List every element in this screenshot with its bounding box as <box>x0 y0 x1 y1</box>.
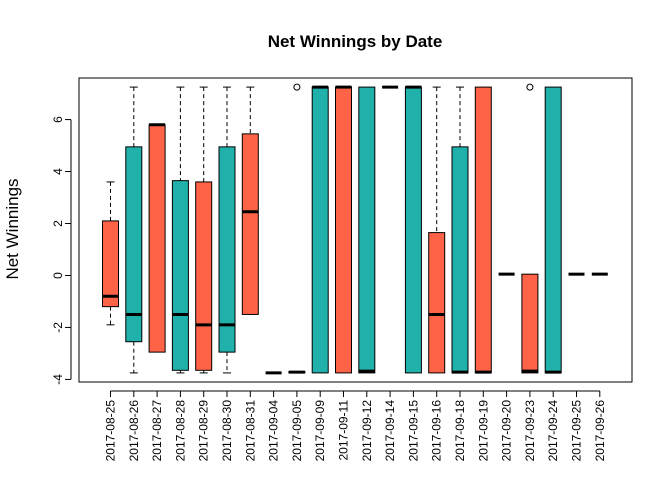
x-tick-label: 2017-09-11 <box>337 400 351 461</box>
y-tick-label: 4 <box>51 168 65 175</box>
box-body <box>544 86 562 374</box>
x-tick-label: 2017-08-26 <box>127 400 141 462</box>
box-group <box>171 86 189 374</box>
box-body <box>404 86 422 374</box>
x-tick-label: 2017-09-09 <box>313 400 327 462</box>
box-body <box>311 86 329 374</box>
box-body <box>195 181 213 371</box>
x-tick-label: 2017-09-04 <box>267 400 281 462</box>
x-tick-label: 2017-09-05 <box>290 400 304 462</box>
box-group <box>195 86 213 374</box>
y-tick-label: 6 <box>51 116 65 123</box>
box-group <box>288 83 306 374</box>
x-tick-label: 2017-08-28 <box>173 400 187 462</box>
box-group <box>404 85 422 374</box>
box-body <box>171 180 189 371</box>
x-tick-label: 2017-08-25 <box>104 400 118 462</box>
x-tick-label: 2017-09-26 <box>593 400 607 462</box>
box-body <box>125 146 143 343</box>
outlier-point <box>526 83 534 91</box>
box-body <box>148 124 166 353</box>
x-tick-label: 2017-09-25 <box>570 400 584 462</box>
y-tick-label: 0 <box>51 272 65 279</box>
x-tick-label: 2017-09-24 <box>546 400 560 462</box>
y-tick-label: 2 <box>51 220 65 227</box>
x-tick-label: 2017-08-31 <box>243 400 257 462</box>
chart-title: Net Winnings by Date <box>268 32 443 51</box>
box-body <box>451 146 469 374</box>
box-body <box>358 86 376 374</box>
box-group <box>311 85 329 374</box>
x-tick-label: 2017-09-18 <box>453 400 467 462</box>
box-body <box>474 86 492 374</box>
box-group <box>544 86 562 374</box>
x-tick-label: 2017-09-20 <box>500 400 514 462</box>
plot-frame <box>78 77 633 383</box>
x-tick-label: 2017-09-16 <box>430 400 444 462</box>
box-group <box>428 86 446 374</box>
x-tick-label: 2017-08-27 <box>150 400 164 462</box>
box-group <box>521 83 539 374</box>
y-tick-label: -2 <box>51 322 65 333</box>
box-body <box>241 133 259 315</box>
x-tick-label: 2017-09-15 <box>406 400 420 462</box>
x-tick-label: 2017-09-12 <box>360 400 374 462</box>
plot-area: -4 -2 0 2 4 6 2017-08-25 2017-08-26 2017-08-27 20… <box>51 83 608 462</box>
box-group <box>241 86 259 315</box>
box-group <box>218 86 236 374</box>
box-body <box>521 273 539 374</box>
box-body <box>218 146 236 353</box>
x-tick-label: 2017-09-23 <box>523 400 537 462</box>
box-body <box>102 220 119 308</box>
x-tick-label: 2017-08-29 <box>197 400 211 462</box>
box-body <box>428 232 446 374</box>
box-group <box>148 123 166 353</box>
box-body <box>335 86 352 374</box>
x-tick-label: 2017-09-19 <box>476 400 490 462</box>
box-group <box>451 86 469 374</box>
x-tick-label: 2017-09-14 <box>383 400 397 462</box>
y-axis-label: Net Winnings <box>3 178 22 279</box>
outlier-point <box>293 83 301 91</box>
box-group <box>102 181 119 326</box>
box-group <box>125 86 143 374</box>
box-group <box>474 86 492 374</box>
box-group <box>358 86 376 374</box>
y-tick-label: -4 <box>51 374 65 385</box>
x-tick-label: 2017-08-30 <box>220 400 234 462</box>
box-group <box>335 85 352 374</box>
